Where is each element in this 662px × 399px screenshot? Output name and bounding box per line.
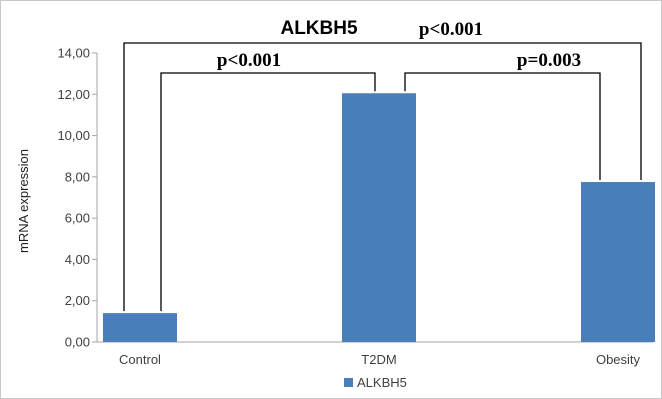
significance-bracket <box>404 72 601 181</box>
y-tick-label: 12,00 <box>57 87 90 102</box>
legend-swatch <box>344 378 353 387</box>
y-axis-label: mRNA expression <box>16 149 31 253</box>
legend-label: ALKBH5 <box>357 375 407 390</box>
x-tick-label: Obesity <box>596 352 641 367</box>
p-value-label: p<0.001 <box>217 50 281 71</box>
x-tick-label: T2DM <box>361 352 396 367</box>
p-value-label: p=0.003 <box>517 50 581 71</box>
y-tick-label: 6,00 <box>65 211 90 226</box>
y-tick-label: 0,00 <box>65 335 90 350</box>
y-tick-label: 4,00 <box>65 252 90 267</box>
y-tick-label: 14,00 <box>57 46 90 61</box>
bar-t2dm <box>342 93 416 342</box>
p-value-label: p<0.001 <box>419 19 483 40</box>
significance-bracket <box>160 72 376 312</box>
chart-title: ALKBH5 <box>280 18 357 39</box>
significance-bracket <box>123 42 642 312</box>
bar-control <box>103 313 177 342</box>
y-tick-label: 10,00 <box>57 128 90 143</box>
bar-obesity <box>581 182 655 342</box>
x-tick-label: Control <box>119 352 161 367</box>
y-tick-label: 8,00 <box>65 169 90 184</box>
y-tick-label: 2,00 <box>65 293 90 308</box>
